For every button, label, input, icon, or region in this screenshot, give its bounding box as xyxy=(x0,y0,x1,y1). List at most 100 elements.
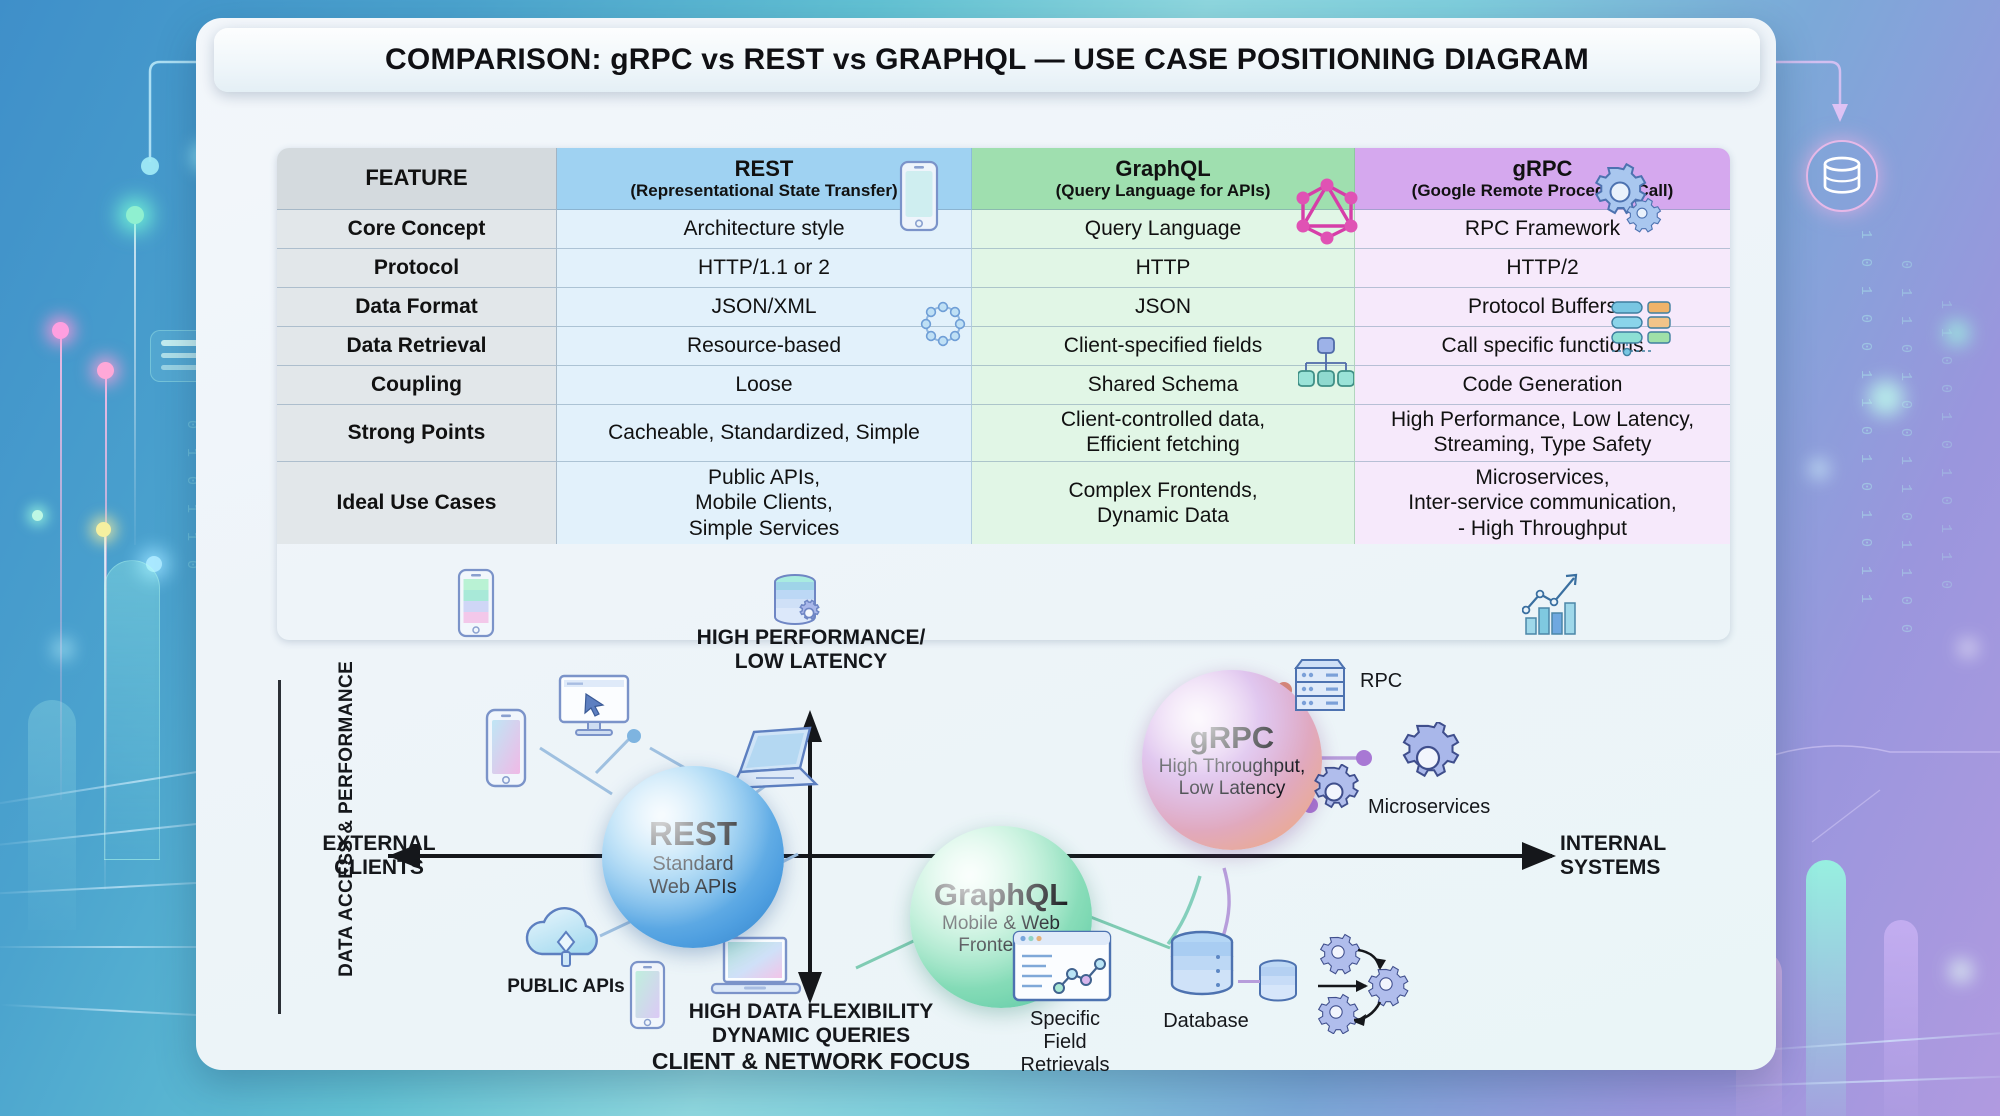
node-label-rpc: RPC xyxy=(1360,670,1403,692)
y-axis-label: DATA ACCESS & PERFORMANCE xyxy=(336,660,358,977)
cell-grpc: Protocol Buffers xyxy=(1355,288,1730,327)
graphql-logo-icon xyxy=(1294,176,1360,251)
cell-graphql: Complex Frontends, Dynamic Data xyxy=(972,462,1355,544)
table-row: Core Concept Architecture style Query La… xyxy=(277,210,1730,249)
right-axis-label: INTERNAL SYSTEMS xyxy=(1560,832,1667,879)
binary-stream: 1 0 1 0 0 1 1 0 1 0 1 0 1 1 xyxy=(1857,230,1874,609)
header-name: GraphQL xyxy=(1115,155,1211,181)
cell-rest: HTTP/1.1 or 2 xyxy=(557,249,972,288)
cell-grpc: HTTP/2 xyxy=(1355,249,1730,288)
cell-rest: Cacheable, Standardized, Simple xyxy=(557,405,972,462)
table-row: Ideal Use Cases Public APIs, Mobile Clie… xyxy=(277,462,1730,544)
service-stack-icon xyxy=(1610,300,1672,367)
table-row: Protocol HTTP/1.1 or 2 HTTP HTTP/2 xyxy=(277,249,1730,288)
node-label-public-apis: PUBLIC APIs xyxy=(507,976,625,997)
database-gear-icon xyxy=(767,572,839,640)
cell-grpc: High Performance, Low Latency, Streaming… xyxy=(1355,405,1730,462)
row-label: Data Format xyxy=(277,288,557,327)
cell-graphql: Shared Schema xyxy=(972,366,1355,405)
laptop-screen-icon xyxy=(710,936,802,1011)
node-label-database: Database xyxy=(1163,1010,1249,1032)
bg-column xyxy=(1884,920,1918,1116)
bg-glow xyxy=(1810,460,1828,478)
small-database-icon xyxy=(1256,958,1300,1011)
connector-line xyxy=(1238,980,1260,983)
browser-graph-icon xyxy=(1012,930,1112,1009)
header-name: REST xyxy=(734,155,794,181)
cell-grpc: Microservices, Inter-service communicati… xyxy=(1355,462,1730,544)
cloud-icon xyxy=(518,900,614,977)
row-label: Coupling xyxy=(277,366,557,405)
cell-rest: Public APIs, Mobile Clients, Simple Serv… xyxy=(557,462,972,544)
bg-glow xyxy=(54,640,72,658)
cell-graphql: HTTP xyxy=(972,249,1355,288)
bg-glow xyxy=(1944,320,1970,346)
column-header-graphql: GraphQL (Query Language for APIs) xyxy=(972,148,1355,210)
bubble-subtitle: High Throughput, Low Latency xyxy=(1158,755,1306,799)
bg-stem xyxy=(105,370,107,830)
bg-stem xyxy=(104,530,106,890)
column-header-grpc: gRPC (Google Remote Procedure Call) xyxy=(1355,148,1730,210)
bg-dot xyxy=(52,322,69,339)
header-sub: (Query Language for APIs) xyxy=(1055,181,1271,201)
cell-rest: Resource-based xyxy=(557,327,972,366)
cell-graphql: Client-specified fields xyxy=(972,327,1355,366)
smartphone-icon xyxy=(484,708,530,793)
gear-cycle-icon xyxy=(1310,930,1416,1039)
top-axis-label: HIGH PERFORMANCE/ LOW LATENCY xyxy=(696,626,926,673)
node-label-specific-fields: Specific Field Retrievals xyxy=(1020,1008,1110,1077)
comparison-table: FEATURE REST (Representational State Tra… xyxy=(277,148,1730,640)
server-rack-icon xyxy=(1290,656,1350,723)
table-row: Data Retrieval Resource-based Client-spe… xyxy=(277,327,1730,366)
y-axis-bar xyxy=(278,680,281,1014)
bg-dot xyxy=(126,206,144,224)
table-row: Strong Points Cacheable, Standardized, S… xyxy=(277,405,1730,462)
page-title: COMPARISON: gRPC vs REST vs GRAPHQL — US… xyxy=(385,43,1589,76)
bg-glow xyxy=(1960,640,1976,656)
header-name: gRPC xyxy=(1512,155,1573,181)
header-name: FEATURE xyxy=(365,165,468,191)
database-icon xyxy=(1166,930,1238,1013)
bubble-title: REST xyxy=(648,814,737,852)
bg-glow xyxy=(1868,380,1904,416)
bg-dot xyxy=(96,522,111,537)
left-axis-label: EXTERNAL CLIENTS xyxy=(322,832,436,879)
binary-stream: 1 1 0 0 1 0 1 0 1 1 0 xyxy=(1937,300,1954,595)
cell-rest: Loose xyxy=(557,366,972,405)
monitor-cursor-icon xyxy=(558,674,634,743)
header-sub: (Representational State Transfer) xyxy=(630,181,898,201)
bubble-rest: REST Standard Web APIs xyxy=(602,766,784,948)
cell-graphql: JSON xyxy=(972,288,1355,327)
cell-grpc: Code Generation xyxy=(1355,366,1730,405)
bottom-axis-label-2: CLIENT & NETWORK FOCUS xyxy=(651,1048,971,1074)
bg-swoosh xyxy=(0,946,250,948)
bg-stem xyxy=(60,330,62,800)
bubble-title: gRPC xyxy=(1189,719,1275,755)
bg-column xyxy=(28,700,76,930)
bg-stem xyxy=(134,215,136,545)
cell-graphql: Query Language xyxy=(972,210,1355,249)
table-header-row: FEATURE REST (Representational State Tra… xyxy=(277,148,1730,210)
row-label: Protocol xyxy=(277,249,557,288)
bg-dot xyxy=(32,510,43,521)
bottom-axis-label: HIGH DATA FLEXIBILITY DYNAMIC QUERIES xyxy=(688,1000,934,1047)
database-icon xyxy=(1806,140,1878,212)
binary-stream: 0 1 1 0 1 0 0 1 1 0 1 1 0 0 xyxy=(1897,260,1914,639)
cell-rest: JSON/XML xyxy=(557,288,972,327)
row-label: Ideal Use Cases xyxy=(277,462,557,544)
node-label-microservices: Microservices xyxy=(1368,796,1491,818)
table-row: Data Format JSON/XML JSON Protocol Buffe… xyxy=(277,288,1730,327)
schema-tree-icon xyxy=(1297,336,1355,399)
binary-stream: 0 1 0 1 1 0 xyxy=(183,420,200,575)
bg-dot xyxy=(97,362,114,379)
gear-icon xyxy=(1308,763,1366,827)
smartphone-icon xyxy=(455,568,497,640)
cell-grpc: Call specific functions xyxy=(1355,327,1730,366)
row-label: Strong Points xyxy=(277,405,557,462)
gears-icon xyxy=(1592,162,1668,239)
positioning-diagram: DATA ACCESS & PERFORMANCE HIGH PERFORMAN… xyxy=(278,626,1730,1076)
bg-glow xyxy=(1950,960,1972,982)
bubble-subtitle: Standard Web APIs xyxy=(649,852,737,898)
growth-chart-icon xyxy=(1521,572,1584,640)
